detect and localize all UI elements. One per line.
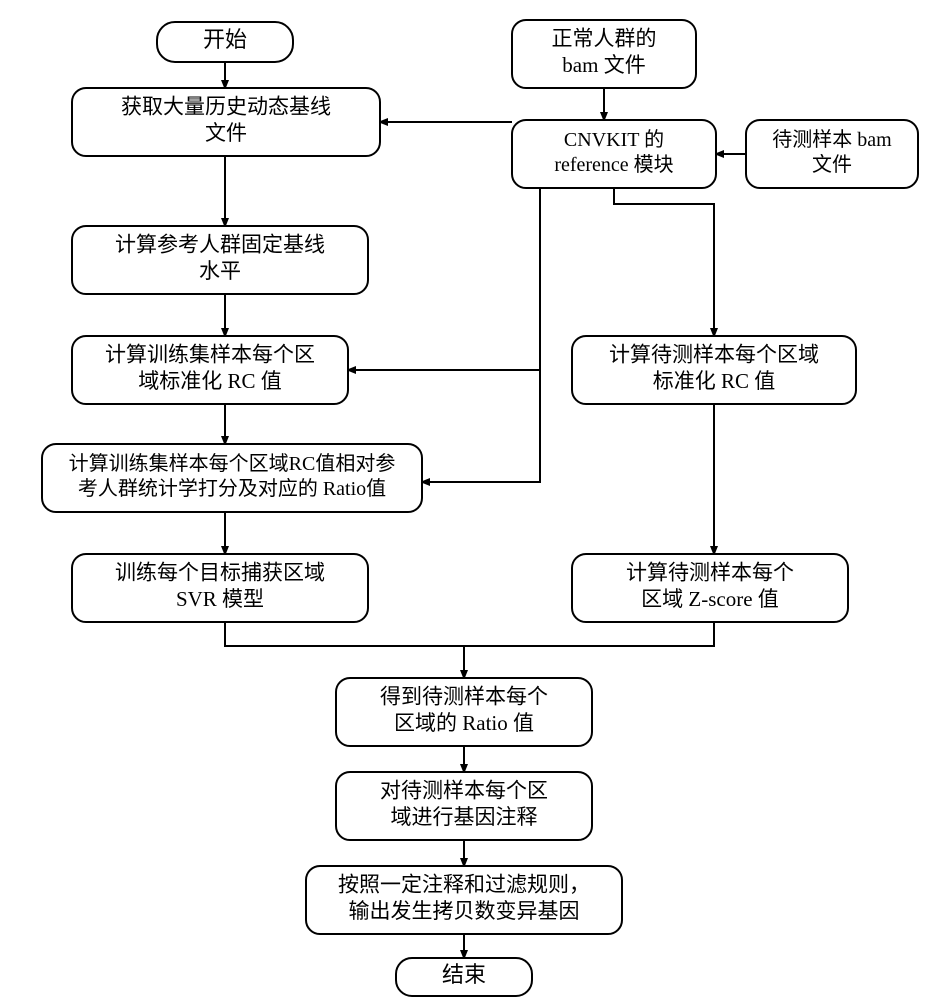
node-label: 训练每个目标捕获区域 <box>115 561 325 585</box>
node-get_ratio: 得到待测样本每个区域的 Ratio 值 <box>336 678 592 746</box>
node-label: 结束 <box>442 962 486 987</box>
node-label: 得到待测样本每个 <box>380 685 548 709</box>
node-label: 文件 <box>812 153 852 176</box>
node-label: 计算训练集样本每个区 <box>105 343 315 367</box>
node-label: 正常人群的 <box>552 27 657 51</box>
node-label: 按照一定注释和过滤规则， <box>338 873 590 897</box>
node-label: bam 文件 <box>562 53 645 77</box>
node-label: 开始 <box>203 27 247 52</box>
node-label: 区域 Z-score 值 <box>641 587 779 611</box>
node-calc_test_rc: 计算待测样本每个区域标准化 RC 值 <box>572 336 856 404</box>
node-end: 结束 <box>396 958 532 996</box>
node-output_cnv: 按照一定注释和过滤规则，输出发生拷贝数变异基因 <box>306 866 622 934</box>
node-label: reference 模块 <box>554 153 673 176</box>
node-label: 输出发生拷贝数变异基因 <box>349 899 580 923</box>
node-label: 区域的 Ratio 值 <box>394 711 534 735</box>
node-calc_train_rc: 计算训练集样本每个区域标准化 RC 值 <box>72 336 348 404</box>
flow-edge <box>614 188 714 336</box>
node-label: 对待测样本每个区 <box>380 779 548 803</box>
node-label: 域标准化 RC 值 <box>138 369 282 393</box>
node-calc_ref_level: 计算参考人群固定基线水平 <box>72 226 368 294</box>
node-label: 水平 <box>199 259 241 283</box>
node-label: 文件 <box>205 121 247 145</box>
node-calc_train_ratio: 计算训练集样本每个区域RC值相对参考人群统计学打分及对应的 Ratio值 <box>42 444 422 512</box>
node-cnvkit: CNVKIT 的reference 模块 <box>512 120 716 188</box>
node-label: 待测样本 bam <box>772 128 892 151</box>
node-test_bam: 待测样本 bam文件 <box>746 120 918 188</box>
node-label: 考人群统计学打分及对应的 Ratio值 <box>78 477 386 500</box>
node-label: 计算训练集样本每个区域RC值相对参 <box>69 452 396 475</box>
node-label: CNVKIT 的 <box>564 128 664 151</box>
node-label: SVR 模型 <box>176 587 264 611</box>
node-label: 域进行基因注释 <box>391 805 538 829</box>
node-label: 获取大量历史动态基线 <box>121 95 331 119</box>
node-label: 计算参考人群固定基线 <box>115 233 325 257</box>
node-label: 标准化 RC 值 <box>653 369 776 393</box>
node-start: 开始 <box>157 22 293 62</box>
nodes-layer: 开始获取大量历史动态基线文件正常人群的bam 文件CNVKIT 的referen… <box>42 20 918 996</box>
flow-edge <box>225 622 714 646</box>
node-label: 计算待测样本每个 <box>626 561 794 585</box>
node-get_baseline: 获取大量历史动态基线文件 <box>72 88 380 156</box>
node-train_svr: 训练每个目标捕获区域SVR 模型 <box>72 554 368 622</box>
node-normal_bam: 正常人群的bam 文件 <box>512 20 696 88</box>
node-calc_zscore: 计算待测样本每个区域 Z-score 值 <box>572 554 848 622</box>
node-label: 计算待测样本每个区域 <box>609 343 819 367</box>
node-gene_annot: 对待测样本每个区域进行基因注释 <box>336 772 592 840</box>
